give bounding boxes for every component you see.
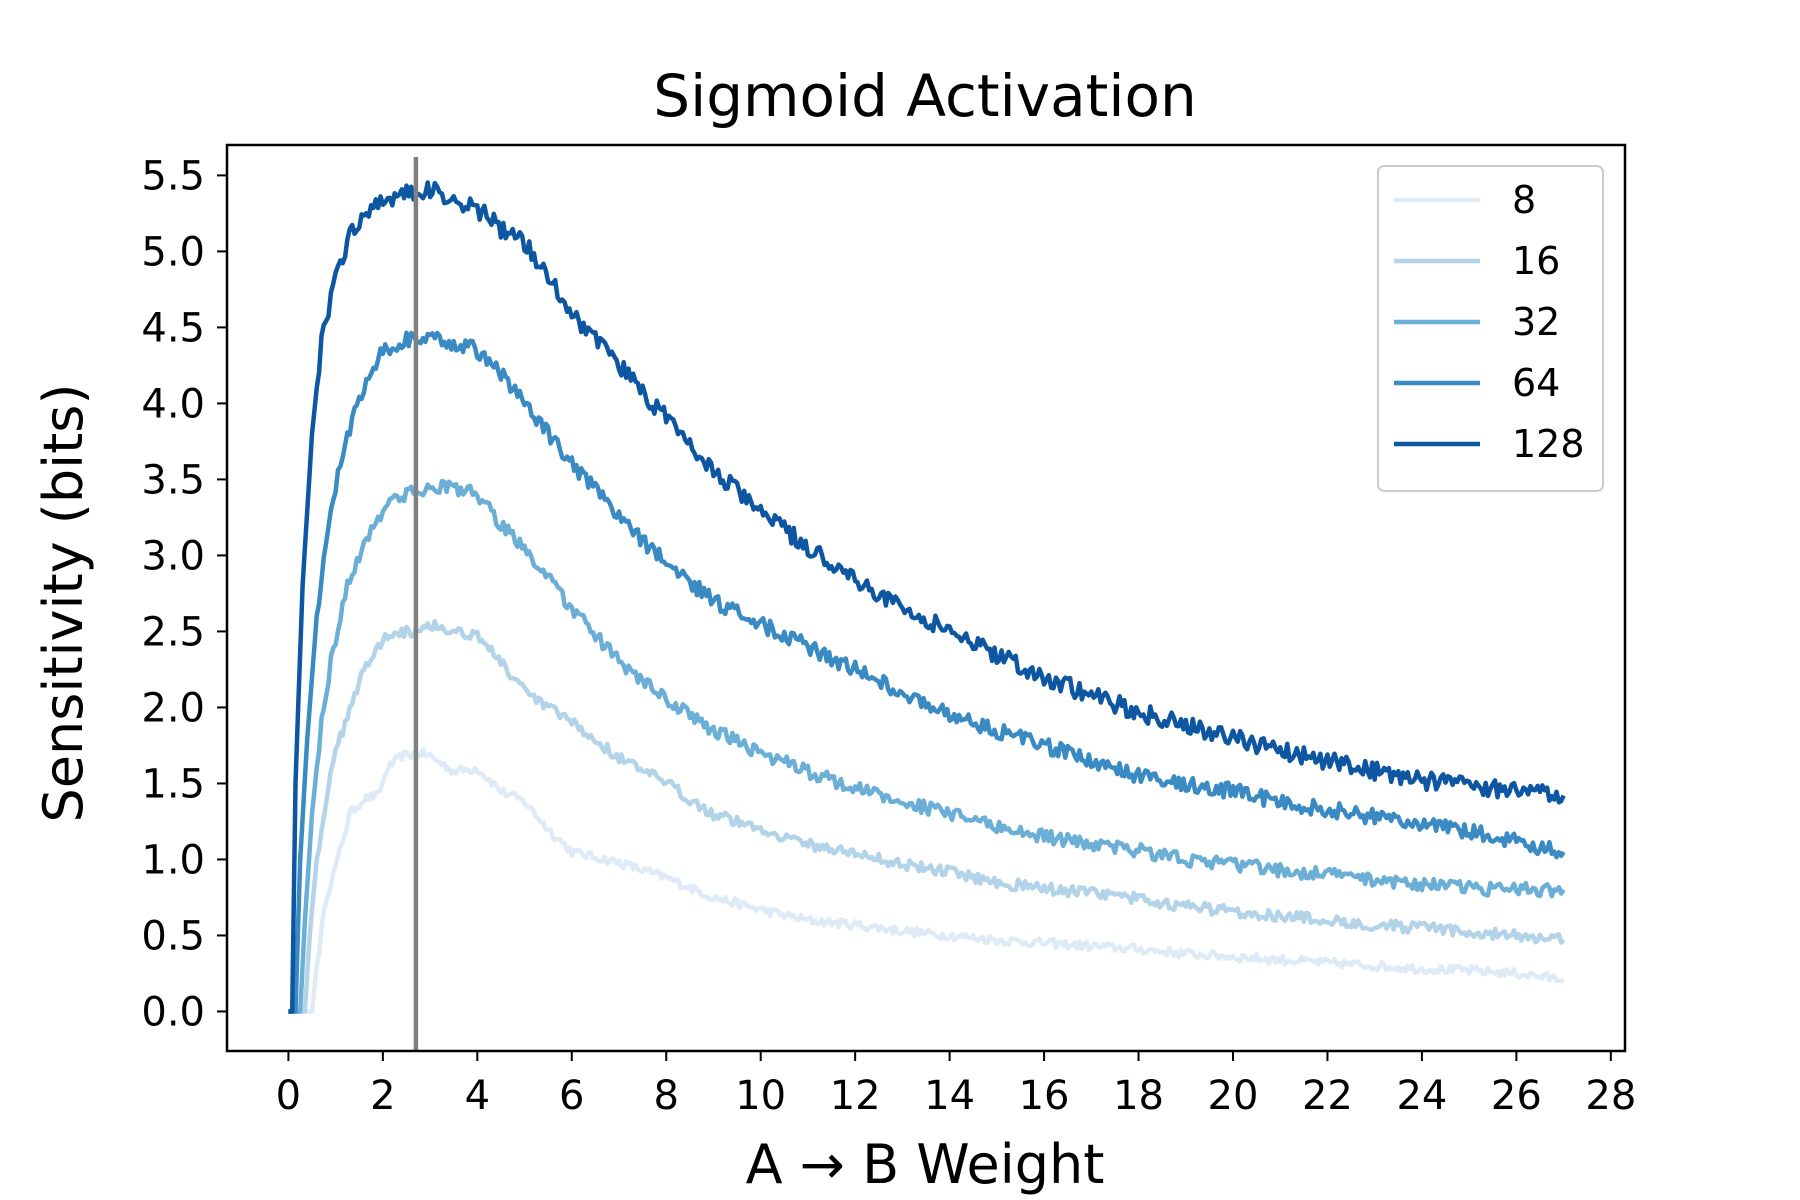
y-tick-label: 4.5 (141, 305, 205, 351)
series-line-64 (288, 330, 1566, 1014)
x-tick-label: 8 (654, 1073, 679, 1119)
y-tick-label: 5.0 (141, 229, 205, 275)
y-tick-label: 4.0 (141, 381, 205, 427)
x-tick-label: 18 (1113, 1073, 1164, 1119)
x-tick-label: 12 (830, 1073, 881, 1119)
legend-label-128: 128 (1512, 422, 1585, 466)
x-axis-label: A → B Weight (746, 1133, 1105, 1196)
series-line-32 (288, 478, 1566, 1014)
x-tick-label: 16 (1019, 1073, 1070, 1119)
legend-label-64: 64 (1512, 361, 1560, 405)
y-tick-label: 0.0 (141, 989, 205, 1035)
x-tick-label: 14 (924, 1073, 975, 1119)
x-tick-label: 28 (1585, 1073, 1636, 1119)
chart-title: Sigmoid Activation (653, 62, 1196, 130)
y-axis-label: Sensitivity (bits) (32, 383, 95, 822)
x-tick-label: 10 (735, 1073, 786, 1119)
x-tick-label: 6 (559, 1073, 584, 1119)
x-tick-label: 20 (1208, 1073, 1259, 1119)
plot-frame (225, 143, 1627, 1053)
legend-label-16: 16 (1512, 239, 1560, 283)
y-tick-label: 3.5 (141, 457, 205, 503)
y-tick-label: 0.5 (141, 913, 205, 959)
x-tick-label: 22 (1302, 1073, 1353, 1119)
legend-box (1377, 165, 1604, 492)
x-axis: 0 2 4 6 8 10 12 14 16 18 20 22 24 26 28 (276, 1051, 1636, 1119)
series-line-128 (288, 180, 1566, 1014)
legend-label-8: 8 (1512, 178, 1536, 222)
plot-area (225, 143, 1627, 1053)
x-tick-label: 4 (465, 1073, 490, 1119)
x-tick-label: 24 (1396, 1073, 1447, 1119)
x-tick-label: 0 (276, 1073, 301, 1119)
series-line-8 (288, 747, 1565, 1014)
y-tick-label: 1.5 (141, 761, 205, 807)
y-tick-label: 3.0 (141, 533, 205, 579)
y-tick-label: 5.5 (141, 153, 205, 199)
legend-label-32: 32 (1512, 300, 1560, 344)
x-tick-label: 26 (1491, 1073, 1542, 1119)
series-line-16 (288, 618, 1566, 1014)
y-tick-label: 2.5 (141, 609, 205, 655)
y-tick-label: 2.0 (141, 685, 205, 731)
x-tick-label: 2 (370, 1073, 395, 1119)
legend: 8 16 32 64 128 (1377, 165, 1604, 492)
series-layer (288, 180, 1566, 1014)
y-tick-label: 1.0 (141, 837, 205, 883)
y-axis: 0.0 0.5 1.0 1.5 2.0 2.5 3.0 3.5 4.0 4.5 5.0 5.5 (141, 153, 227, 1035)
